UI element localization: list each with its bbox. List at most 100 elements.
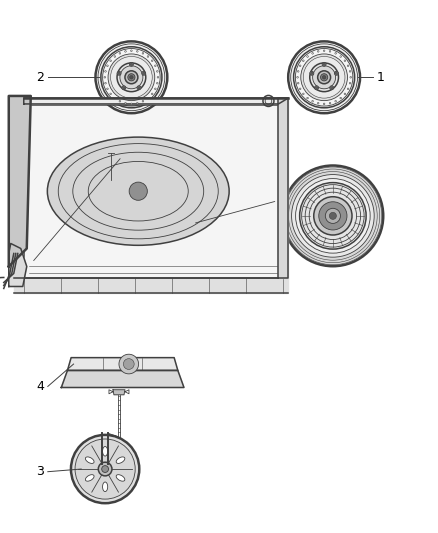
Circle shape (318, 102, 319, 104)
Circle shape (331, 86, 333, 89)
Text: 1: 1 (377, 71, 385, 84)
Polygon shape (67, 358, 178, 370)
Circle shape (157, 77, 159, 78)
Ellipse shape (85, 475, 94, 481)
Circle shape (303, 56, 345, 98)
Circle shape (152, 60, 153, 61)
Polygon shape (9, 96, 31, 266)
Circle shape (312, 53, 313, 54)
Circle shape (321, 74, 328, 81)
Circle shape (323, 63, 325, 66)
Circle shape (130, 63, 133, 66)
Circle shape (114, 56, 116, 57)
Circle shape (142, 71, 146, 75)
Circle shape (124, 359, 134, 369)
Circle shape (137, 86, 141, 90)
Circle shape (102, 49, 160, 106)
Circle shape (98, 462, 112, 476)
Circle shape (293, 47, 355, 108)
Circle shape (119, 100, 120, 102)
Circle shape (110, 60, 111, 61)
Circle shape (344, 60, 346, 61)
Circle shape (335, 100, 336, 102)
Circle shape (105, 70, 106, 72)
Ellipse shape (85, 457, 94, 463)
Circle shape (105, 83, 106, 84)
Polygon shape (61, 370, 184, 387)
Circle shape (129, 62, 134, 66)
Circle shape (296, 179, 370, 253)
Circle shape (318, 71, 331, 84)
Circle shape (314, 197, 352, 235)
Circle shape (125, 102, 126, 104)
Circle shape (156, 83, 158, 84)
Polygon shape (113, 390, 125, 395)
Circle shape (310, 63, 339, 92)
Text: 3: 3 (36, 465, 44, 478)
Circle shape (122, 86, 126, 90)
Circle shape (340, 98, 342, 99)
Circle shape (108, 54, 155, 101)
Circle shape (138, 86, 140, 89)
Circle shape (340, 56, 342, 57)
Polygon shape (24, 104, 283, 278)
Circle shape (311, 72, 313, 75)
Circle shape (297, 77, 298, 78)
Circle shape (313, 66, 336, 89)
Circle shape (314, 86, 318, 90)
Polygon shape (24, 98, 289, 104)
Ellipse shape (102, 482, 108, 491)
Circle shape (292, 175, 374, 257)
Circle shape (329, 51, 331, 52)
Circle shape (142, 100, 144, 102)
Circle shape (75, 439, 135, 499)
Text: 2: 2 (36, 71, 44, 84)
Circle shape (156, 70, 158, 72)
Circle shape (147, 56, 149, 57)
Circle shape (344, 93, 346, 95)
Circle shape (335, 72, 338, 75)
Circle shape (114, 98, 116, 99)
Circle shape (350, 77, 351, 78)
Text: 4: 4 (36, 380, 44, 393)
Circle shape (131, 103, 132, 104)
Circle shape (329, 102, 331, 104)
Circle shape (120, 66, 143, 89)
Circle shape (283, 165, 383, 266)
Circle shape (347, 88, 349, 90)
Circle shape (319, 202, 347, 230)
Circle shape (318, 51, 319, 52)
Circle shape (110, 93, 111, 95)
Circle shape (303, 93, 304, 95)
Circle shape (101, 47, 162, 108)
Circle shape (107, 65, 108, 67)
Circle shape (130, 76, 133, 79)
Circle shape (349, 70, 351, 72)
Circle shape (297, 70, 299, 72)
Circle shape (110, 56, 152, 98)
Circle shape (95, 42, 167, 113)
Circle shape (325, 208, 340, 223)
Ellipse shape (102, 447, 108, 456)
Circle shape (102, 466, 109, 472)
Circle shape (155, 65, 156, 67)
Circle shape (71, 435, 139, 503)
Circle shape (291, 44, 357, 111)
Circle shape (322, 62, 326, 66)
Circle shape (128, 74, 135, 81)
Circle shape (312, 100, 313, 102)
Circle shape (349, 83, 351, 84)
Circle shape (300, 88, 301, 90)
Circle shape (335, 71, 339, 75)
Circle shape (335, 53, 336, 54)
Polygon shape (9, 101, 279, 286)
Circle shape (295, 49, 353, 106)
Circle shape (147, 98, 149, 99)
Circle shape (117, 71, 121, 75)
Circle shape (119, 53, 120, 54)
Ellipse shape (47, 137, 229, 245)
Polygon shape (279, 98, 289, 278)
Circle shape (300, 183, 366, 249)
Circle shape (125, 71, 138, 84)
Circle shape (137, 51, 138, 52)
